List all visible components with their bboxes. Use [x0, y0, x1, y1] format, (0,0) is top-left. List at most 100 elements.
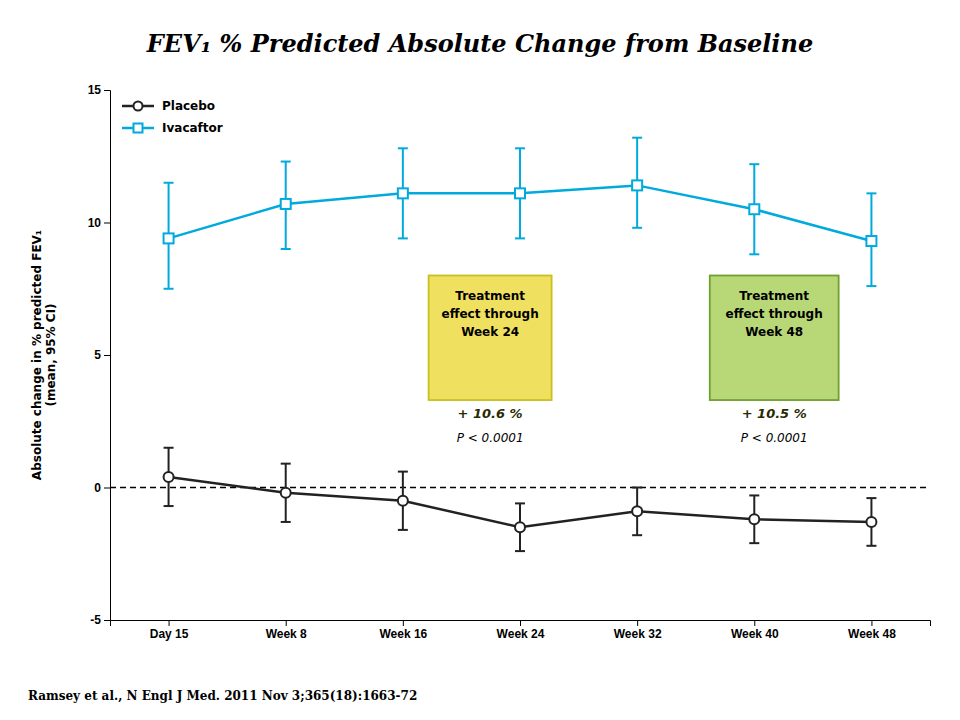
x-tick-label: Day 15	[150, 627, 189, 641]
legend-item: Ivacaftor	[122, 121, 223, 135]
y-tick-mark	[104, 223, 110, 224]
y-tick-mark	[104, 620, 110, 621]
legend-swatch-marker	[134, 102, 143, 111]
y-tick: -5	[90, 613, 110, 627]
error-bar	[164, 448, 174, 506]
annotation-p: P < 0.0001	[741, 431, 808, 445]
x-tick-label: Week 16	[379, 627, 427, 641]
error-bar-cap	[398, 147, 408, 149]
point	[164, 233, 174, 243]
error-bar-cap	[281, 463, 291, 465]
error-bar-cap	[281, 248, 291, 250]
error-bar	[515, 148, 525, 238]
y-tick-mark	[104, 488, 110, 489]
error-bar	[632, 488, 642, 536]
x-tick: Week 8	[266, 620, 307, 641]
point	[515, 188, 525, 198]
x-tick-label: Week 8	[266, 627, 307, 641]
reference-line	[110, 487, 930, 489]
error-bar-cap	[749, 253, 759, 255]
point	[281, 199, 291, 209]
point	[749, 204, 759, 214]
error-bar-cap	[749, 163, 759, 165]
x-tick-mark	[169, 620, 170, 626]
legend-label: Placebo	[162, 99, 215, 113]
error-bar	[866, 498, 876, 546]
error-bar-cap	[281, 161, 291, 163]
annotation-text-line: effect through	[726, 307, 823, 321]
annotation-text-line: Week 48	[745, 325, 803, 339]
x-tick-mark	[520, 620, 521, 626]
x-tick-label: Week 32	[614, 627, 662, 641]
y-tick-mark	[104, 355, 110, 356]
error-bar	[398, 148, 408, 238]
error-bar-cap	[632, 227, 642, 229]
error-bar-cap	[515, 147, 525, 149]
x-tick: Week 24	[497, 620, 545, 641]
title: FEV₁ % Predicted Absolute Change from Ba…	[146, 29, 813, 58]
error-bar-cap	[749, 494, 759, 496]
error-bar-cap	[866, 285, 876, 287]
point	[164, 472, 174, 482]
annotation-text-line: effect through	[442, 307, 539, 321]
x-axis: Day 15 Week 8 Week 16 Week 24 Week 32 Week 40…	[111, 620, 931, 641]
error-bar	[281, 464, 291, 522]
legend-swatch-marker	[134, 124, 143, 133]
error-bar-cap	[164, 182, 174, 184]
error-bar-cap	[164, 447, 174, 449]
error-bar-cap	[866, 192, 876, 194]
y-axis: -5051015	[88, 83, 111, 627]
legend-item: Placebo	[122, 99, 215, 113]
point	[632, 506, 642, 516]
error-bar	[749, 164, 759, 254]
x-tick: Week 40	[731, 620, 779, 641]
legend-label: Ivacaftor	[162, 121, 223, 135]
error-bar	[515, 503, 525, 551]
annotation-text-line: Treatment	[739, 289, 809, 303]
source: Ramsey et al., N Engl J Med. 2011 Nov 3;…	[28, 689, 417, 703]
x-tick-mark	[403, 620, 404, 626]
error-bar-cap	[398, 529, 408, 531]
x-tick: Week 48	[848, 620, 896, 641]
legend: Placebo Ivacaftor	[122, 99, 223, 135]
point	[398, 496, 408, 506]
annotation-text-line: Week 24	[461, 325, 519, 339]
annotations: Treatment effect through Week 24 + 10.6 % P …	[429, 276, 839, 446]
annotation-text: Treatment effect through Week 48	[726, 289, 823, 339]
error-bar	[398, 472, 408, 530]
point	[398, 188, 408, 198]
x-tick: Day 15	[150, 620, 189, 641]
error-bar-cap	[632, 487, 642, 489]
error-bar	[749, 495, 759, 543]
error-bar	[632, 138, 642, 228]
error-bar	[866, 193, 876, 286]
annotation-text: Treatmenteffect throughWeek 24	[442, 289, 539, 339]
y-tick-mark	[104, 90, 110, 91]
point	[866, 236, 876, 246]
y-tick: 0	[94, 481, 110, 495]
point	[515, 522, 525, 532]
annotation-effect: + 10.6 %	[458, 406, 523, 421]
error-bar-cap	[632, 137, 642, 139]
annotation-p: P < 0.0001	[457, 431, 524, 445]
annotation-box	[710, 276, 839, 401]
x-tick: Week 32	[614, 620, 662, 641]
error-bar-cap	[515, 550, 525, 552]
annotation-effect: + 10.5 %	[742, 406, 807, 421]
y-tick-label: 0	[94, 481, 101, 495]
y-tick-label: 15	[88, 83, 102, 97]
point	[749, 514, 759, 524]
x-tick-label: Week 24	[497, 627, 545, 641]
point	[866, 517, 876, 527]
y-axis-line	[104, 91, 111, 621]
x-tick-mark	[286, 620, 287, 626]
y-tick: 10	[88, 216, 110, 230]
error-bar-cap	[398, 471, 408, 473]
error-bar	[281, 162, 291, 249]
point	[632, 180, 642, 190]
x-tick-mark	[871, 620, 872, 626]
error-bar-cap	[866, 497, 876, 499]
x-tick: Week 16	[379, 620, 427, 641]
x-tick-label: Week 40	[731, 627, 779, 641]
x-tick-mark	[754, 620, 755, 626]
